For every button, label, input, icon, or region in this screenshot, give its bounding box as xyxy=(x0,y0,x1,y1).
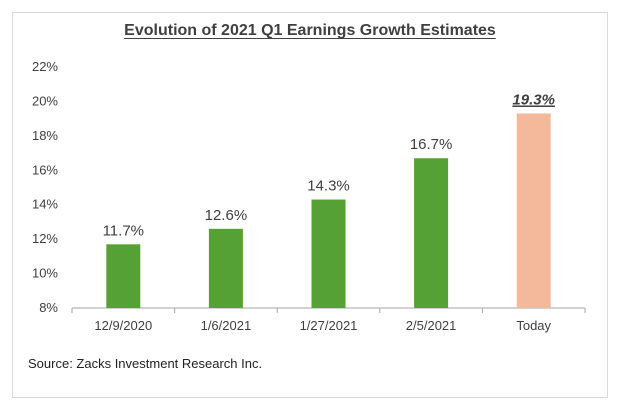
bar xyxy=(516,113,551,308)
data-label: 14.3% xyxy=(307,178,350,195)
y-tick-label: 12% xyxy=(32,231,58,246)
x-tick-label: Today xyxy=(516,318,551,333)
data-label: 16.7% xyxy=(410,136,453,153)
y-tick-label: 16% xyxy=(32,162,58,177)
y-tick-label: 20% xyxy=(32,93,58,108)
source-note: Source: Zacks Investment Research Inc. xyxy=(28,356,263,371)
x-tick-label: 1/6/2021 xyxy=(201,318,252,333)
y-tick-label: 14% xyxy=(32,197,58,212)
data-label: 12.6% xyxy=(205,207,248,224)
y-tick-label: 8% xyxy=(39,300,58,315)
data-label: 11.7% xyxy=(103,222,144,239)
bar xyxy=(414,158,449,308)
data-label: 19.3% xyxy=(512,91,555,108)
y-tick-label: 18% xyxy=(32,128,58,143)
chart-title: Evolution of 2021 Q1 Earnings Growth Est… xyxy=(0,22,620,40)
x-tick-label: 2/5/2021 xyxy=(406,318,457,333)
bar xyxy=(208,228,243,308)
chart-title-text: Evolution of 2021 Q1 Earnings Growth Est… xyxy=(124,22,496,39)
bar xyxy=(311,199,346,308)
bar xyxy=(106,244,141,308)
y-tick-label: 10% xyxy=(32,266,58,281)
chart-frame xyxy=(12,12,608,398)
x-tick-label: 1/27/2021 xyxy=(300,318,358,333)
y-tick-label: 22% xyxy=(32,59,58,74)
x-tick-label: 12/9/2020 xyxy=(94,318,152,333)
